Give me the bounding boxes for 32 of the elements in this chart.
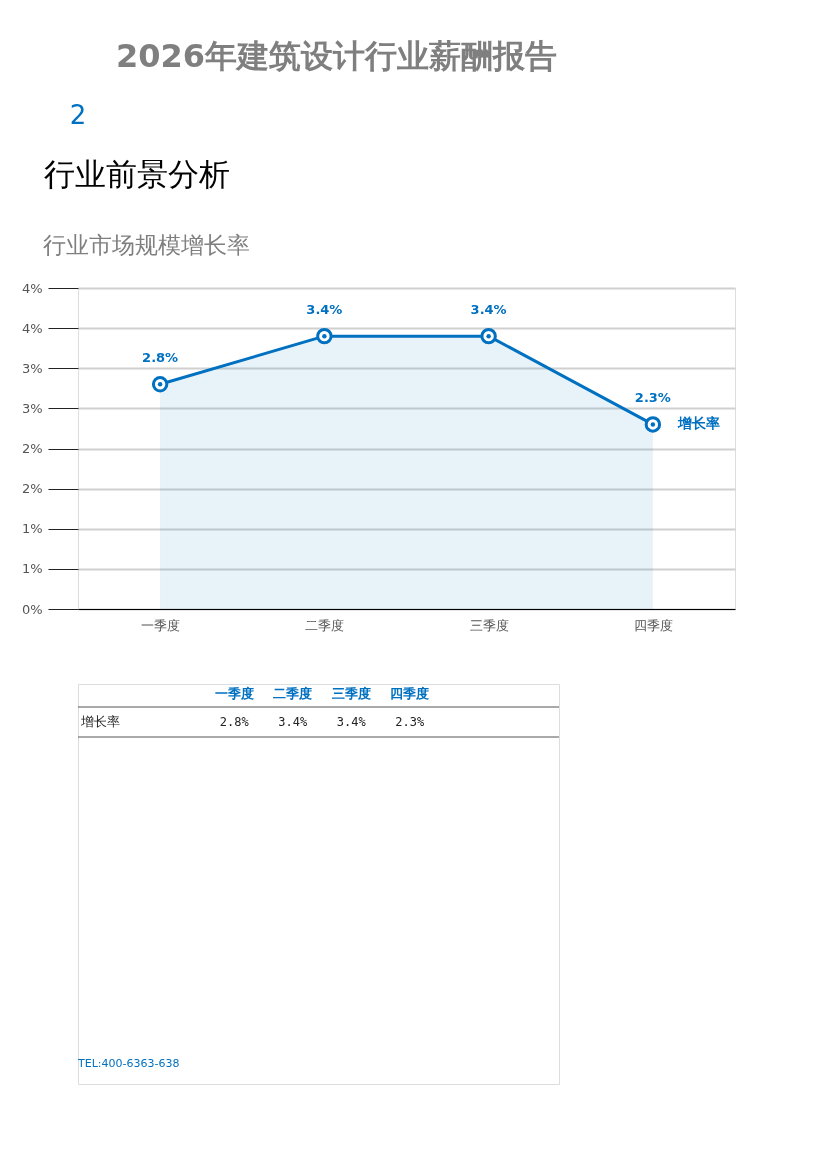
text: 2 [69,100,87,130]
category-label: 一季度 [214,686,254,701]
chart-title: 2026年建筑设计行业薪酬报告 [116,37,558,75]
y-tick-label: 4% [21,320,43,336]
data-label: 3.4% [306,302,343,318]
category-label: 二季度 [273,686,313,701]
text: TEL:400-6363-638 [77,1057,180,1070]
chart-subtitle: 行业市场规模增长率 [43,232,250,258]
y-tick-label: 1% [21,521,43,537]
y-tick-label: 2% [21,481,43,497]
y-tick-label: 3% [21,360,43,376]
x-tick-label: 四季度 [633,617,673,633]
category-label: 三季度 [331,686,371,701]
text: 3.4% [336,715,366,729]
y-tick-label: 3% [21,400,43,416]
x-tick-label: 三季度 [469,617,509,633]
text: 增长率 [81,714,120,729]
category-label: 四季度 [390,686,430,701]
x-tick-label: 一季度 [141,617,181,633]
y-tick-label: 1% [21,561,43,577]
text: 3.4% [278,715,308,729]
data-label: 2.3% [634,390,671,406]
text: 行业前景分析 [44,156,230,192]
y-tick-label: 0% [21,601,43,617]
data-label: 2.8% [142,350,179,366]
series-label: 增长率 [676,415,720,432]
text: 2.3% [395,715,425,729]
text: 2.8% [219,715,249,729]
data-label: 3.4% [470,302,507,318]
y-tick-label: 2% [21,441,43,456]
x-tick-label: 二季度 [305,617,345,633]
y-tick-label: 4% [21,280,43,296]
